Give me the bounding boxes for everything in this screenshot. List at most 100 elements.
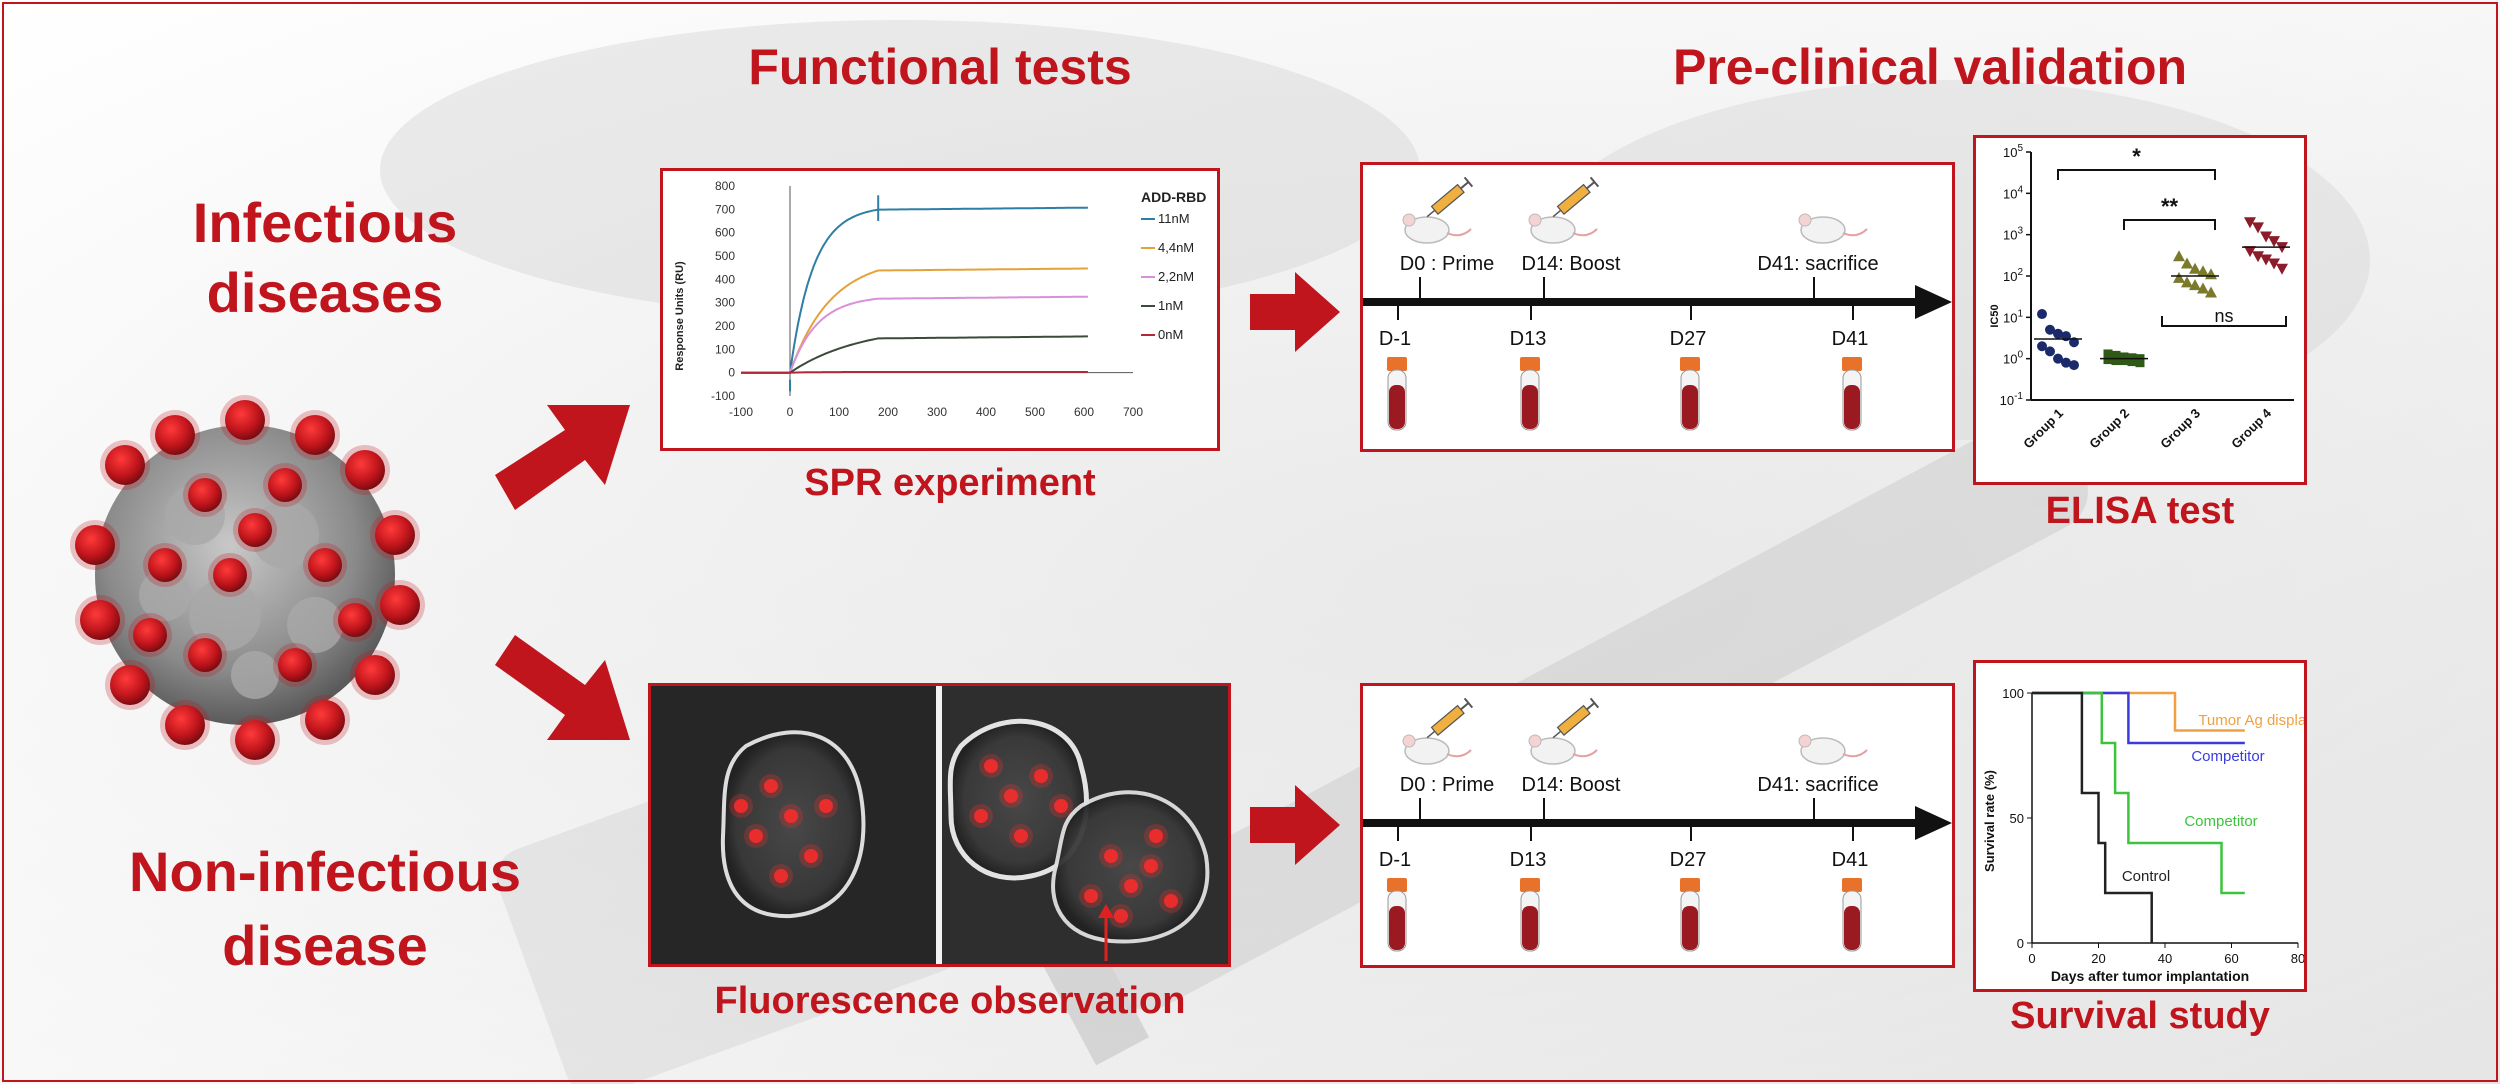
timeline-event-label-boost: D14: Boost [1522, 774, 1621, 796]
spike-protein [165, 705, 205, 745]
infectious-diseases-heading: Infectious diseases [120, 188, 530, 328]
fluorescent-spot [764, 779, 778, 793]
spike-protein [238, 513, 272, 547]
blood-tube-icon [1387, 878, 1407, 952]
elisa-data-point [2135, 358, 2145, 368]
timeline-sample-label: D13 [1510, 849, 1547, 871]
elisa-data-point [2069, 337, 2079, 348]
spike-protein [225, 400, 265, 440]
timeline-bottom-diagram: D0 : Prime D14: Boost D41: sacrifice D-1 D13… [1363, 697, 1952, 952]
arrow-to-preclinical-bottom [1250, 785, 1340, 865]
fluorescent-spot [1114, 909, 1128, 923]
survival-caption: Survival study [2010, 995, 2270, 1037]
elisa-y-axis-label: IC50 [1989, 304, 2001, 327]
blood-tube-icon [1520, 357, 1540, 431]
spr-series-line [741, 206, 1088, 374]
fluorescence-image-panel [648, 683, 1231, 967]
spike-protein [295, 415, 335, 455]
spike-protein [148, 548, 182, 582]
spr-x-tick-label: -100 [729, 405, 753, 419]
spike-protein [305, 700, 345, 740]
fluorescent-spot [1004, 789, 1018, 803]
timeline-panel-top: D0 : Prime D14: Boost D41: sacrifice D-1 D13… [1360, 162, 1955, 452]
elisa-data-point [2244, 246, 2256, 258]
noninfectious-line-2: disease [222, 914, 428, 977]
timeline-sample-label: D27 [1670, 849, 1707, 871]
elisa-data-point [2268, 258, 2280, 270]
syringe-icon [1426, 176, 1474, 218]
timeline-event-label-boost: D14: Boost [1522, 253, 1621, 275]
blood-tube-icon [1387, 357, 1407, 431]
spike-protein [380, 585, 420, 625]
cell-right-1 [947, 718, 1090, 881]
spr-y-tick-label: 400 [715, 272, 735, 286]
spike-protein [268, 468, 302, 502]
syringe-icon [1552, 176, 1600, 218]
spike-protein [110, 665, 150, 705]
fluorescent-spot [1124, 879, 1138, 893]
elisa-y-tick-label: 105 [2003, 143, 2023, 160]
timeline-sample-label: D-1 [1379, 328, 1411, 350]
mouse-icon [1798, 213, 1868, 244]
noninfectious-line-1: Non-infectious [129, 840, 521, 903]
elisa-y-tick-label: 101 [2003, 308, 2023, 325]
spr-caption: SPR experiment [804, 462, 1096, 504]
elisa-data-point [2045, 324, 2055, 335]
fluorescent-spot [1034, 769, 1048, 783]
blood-tube-icon [1680, 878, 1700, 952]
elisa-data-point [2069, 360, 2079, 371]
fluorescent-spot [804, 849, 818, 863]
fluorescent-spot [784, 809, 798, 823]
elisa-y-tick-label: 104 [2003, 184, 2023, 201]
spike-protein [345, 450, 385, 490]
infectious-line-1: Infectious [192, 191, 458, 254]
spr-series-line [741, 335, 1088, 374]
survival-y-tick-label: 50 [2010, 811, 2024, 826]
timeline-event-label-prime: D0 : Prime [1400, 253, 1494, 275]
elisa-data-point [2197, 282, 2209, 294]
spr-y-tick-label: 200 [715, 319, 735, 333]
survival-series-label: Competitor [2191, 748, 2264, 765]
spr-y-tick-label: 500 [715, 249, 735, 263]
mouse-icon [1798, 734, 1868, 765]
spr-legend-title: ADD-RBD [1141, 189, 1206, 205]
fluorescent-spot [774, 869, 788, 883]
elisa-category-label: Group 2 [2086, 406, 2132, 452]
blood-tube-icon [1520, 878, 1540, 952]
elisa-y-tick-label: 10-1 [2000, 391, 2024, 408]
survival-series-label: Competitor [2184, 813, 2257, 830]
spike-protein [235, 720, 275, 760]
elisa-caption: ELISA test [2045, 490, 2235, 532]
spr-legend-label: 2,2nM [1158, 269, 1194, 284]
spike-protein [308, 548, 342, 582]
elisa-data-point [2181, 257, 2193, 269]
survival-series-label: Control [2122, 868, 2170, 885]
survival-chart-panel: Survival rate (%) Days after tumor impla… [1973, 660, 2307, 992]
timeline-sample-label: D27 [1670, 328, 1707, 350]
blood-tube-icon [1842, 878, 1862, 952]
elisa-data-point [2053, 353, 2063, 364]
spike-protein [75, 525, 115, 565]
elisa-data-point [2260, 254, 2272, 266]
spr-legend-label: 4,4nM [1158, 240, 1194, 255]
arrow-to-spr [495, 405, 630, 510]
elisa-data-point [2111, 356, 2121, 366]
elisa-data-point [2181, 276, 2193, 288]
cell-left [720, 730, 866, 919]
timeline-event-label-sacrifice: D41: sacrifice [1757, 774, 1878, 796]
spr-chart: -100 0 100 200 300 400 500 600 700 800 -100 0 100 200… [674, 179, 1206, 419]
spr-y-tick-label: 700 [715, 202, 735, 216]
fluorescence-micrograph [651, 686, 1228, 964]
spike-protein [105, 445, 145, 485]
spr-chart-panel: -100 0 100 200 300 400 500 600 700 800 -100 0 100 200… [660, 168, 1220, 451]
timeline-sample-label: D13 [1510, 328, 1547, 350]
elisa-significance-label: * [2132, 144, 2141, 169]
elisa-data-point [2173, 271, 2185, 283]
elisa-data-point [2037, 309, 2047, 320]
mouse-icon [1402, 213, 1472, 244]
elisa-data-point [2197, 265, 2209, 277]
spr-x-tick-label: 700 [1123, 405, 1143, 419]
fluorescent-spot [1054, 799, 1068, 813]
spr-legend-label: 11nM [1158, 211, 1190, 226]
spr-legend-label: 1nM [1158, 298, 1183, 313]
